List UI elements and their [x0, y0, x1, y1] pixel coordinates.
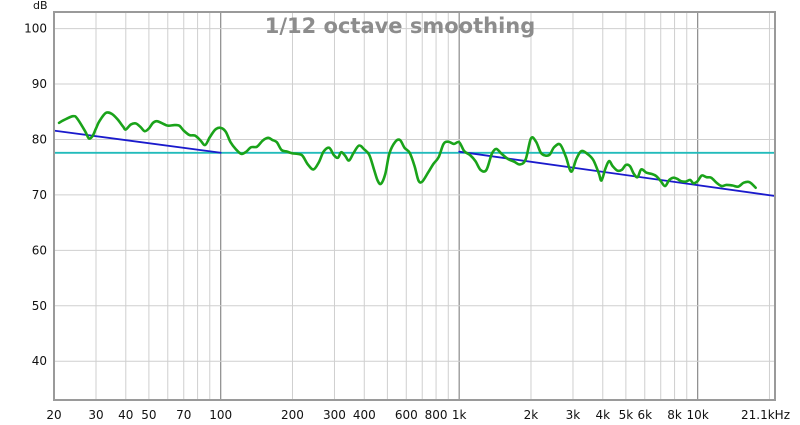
target-slope-line [53, 129, 222, 154]
y-tick-label: 90 [32, 77, 47, 91]
x-tick-label: 10k [687, 408, 709, 422]
x-tick-label: 6k [637, 408, 652, 422]
x-tick-label: 800 [425, 408, 448, 422]
x-tick-label: 600 [395, 408, 418, 422]
x-tick-label: 8k [667, 408, 682, 422]
y-tick-label: 80 [32, 132, 47, 146]
y-tick-label: 40 [32, 354, 47, 368]
x-tick-label: 300 [323, 408, 346, 422]
x-tick-label: 50 [141, 408, 156, 422]
plot-background [54, 12, 775, 400]
x-tick-label: 21.1kHz [741, 408, 790, 422]
x-tick-label: 100 [209, 408, 232, 422]
plot-frame [53, 11, 776, 401]
y-tick-label: 70 [32, 188, 47, 202]
series-layer [53, 111, 776, 197]
y-tick-label: 50 [32, 299, 47, 313]
x-tick-label: 1k [452, 408, 467, 422]
target-slope-line [458, 150, 776, 197]
x-tick-label: 2k [524, 408, 539, 422]
x-axis-ticks: 20 30 40 50 70 100 200 300 400 600 800 1k 2k 3k 4k 5k 6k… [46, 408, 790, 422]
grid-lines [53, 12, 775, 400]
x-tick-label: 20 [46, 408, 61, 422]
y-tick-label: 100 [24, 22, 47, 36]
x-tick-label: 30 [88, 408, 103, 422]
x-tick-label: 40 [118, 408, 133, 422]
measured-response-line [57, 111, 757, 190]
x-tick-label: 70 [176, 408, 191, 422]
y-tick-label: 60 [32, 243, 47, 257]
y-unit-label: dB [33, 0, 48, 12]
x-tick-label: 5k [619, 408, 634, 422]
x-tick-label: 4k [595, 408, 610, 422]
y-axis-ticks: 40 50 60 70 80 90 100 [24, 22, 47, 369]
x-tick-label: 200 [281, 408, 304, 422]
x-tick-label: 400 [353, 408, 376, 422]
chart-title: 1/12 octave smoothing [265, 14, 536, 38]
x-tick-label: 3k [566, 408, 581, 422]
